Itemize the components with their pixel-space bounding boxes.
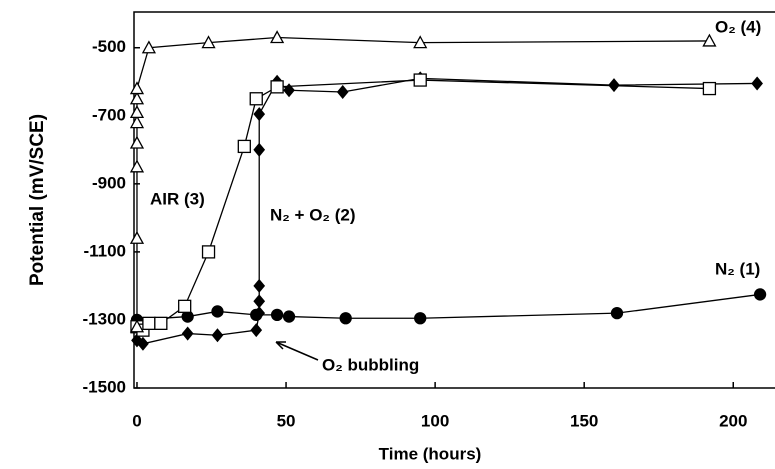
point <box>413 73 427 87</box>
y-tick-label: -1500 <box>83 377 126 396</box>
point <box>414 312 427 325</box>
point <box>270 80 284 94</box>
point <box>610 306 624 320</box>
point <box>129 91 145 105</box>
y-tick-label: -500 <box>92 37 126 56</box>
point <box>142 316 156 330</box>
point <box>137 336 149 351</box>
y-axis-label: Potential (mV/SCE) <box>27 114 48 286</box>
point <box>253 306 266 321</box>
y-tick-label: -700 <box>92 105 126 124</box>
point <box>211 305 224 318</box>
point <box>129 105 145 119</box>
point <box>129 81 145 95</box>
point <box>211 328 224 343</box>
point <box>181 326 194 341</box>
point <box>413 35 428 49</box>
point <box>270 308 284 321</box>
series-label: AIR (3) <box>150 189 205 208</box>
point <box>753 288 767 301</box>
x-tick-label: 100 <box>421 411 449 430</box>
series-line <box>136 293 761 321</box>
series-line <box>136 79 710 331</box>
point <box>702 81 717 96</box>
point <box>237 139 251 154</box>
point <box>253 107 266 122</box>
point <box>249 92 263 106</box>
point <box>283 83 295 98</box>
x-tick-label: 0 <box>132 411 141 430</box>
point <box>201 245 216 259</box>
point <box>129 319 145 333</box>
point <box>129 135 145 149</box>
point <box>154 316 168 330</box>
y-tick-label: -1300 <box>83 309 126 328</box>
x-axis-label: Time (hours) <box>379 444 482 463</box>
point <box>141 40 157 54</box>
series-label: N₂ (1) <box>715 259 760 278</box>
point <box>253 142 266 157</box>
point <box>129 230 145 244</box>
x-tick-label: 50 <box>277 411 296 430</box>
plot-frame <box>133 11 775 389</box>
x-tick-label: 150 <box>570 411 598 430</box>
series-line <box>136 77 758 345</box>
point <box>702 33 717 47</box>
series-label: N₂ + O₂ (2) <box>270 205 355 224</box>
point <box>178 299 192 313</box>
point <box>253 278 266 293</box>
point <box>270 30 285 44</box>
point <box>282 310 296 323</box>
point <box>201 35 216 49</box>
point <box>253 294 266 309</box>
point <box>751 76 763 91</box>
point <box>250 323 263 338</box>
y-tick-label: -1100 <box>83 241 126 260</box>
series-label: O₂ (4) <box>715 17 761 36</box>
point <box>129 159 145 173</box>
point <box>339 312 352 325</box>
point <box>336 84 349 99</box>
x-tick-label: 200 <box>719 411 747 430</box>
annotation-arrow <box>275 341 319 361</box>
annotation: O₂ bubbling <box>322 355 419 374</box>
y-tick-label: -900 <box>92 173 126 192</box>
point <box>129 115 145 129</box>
